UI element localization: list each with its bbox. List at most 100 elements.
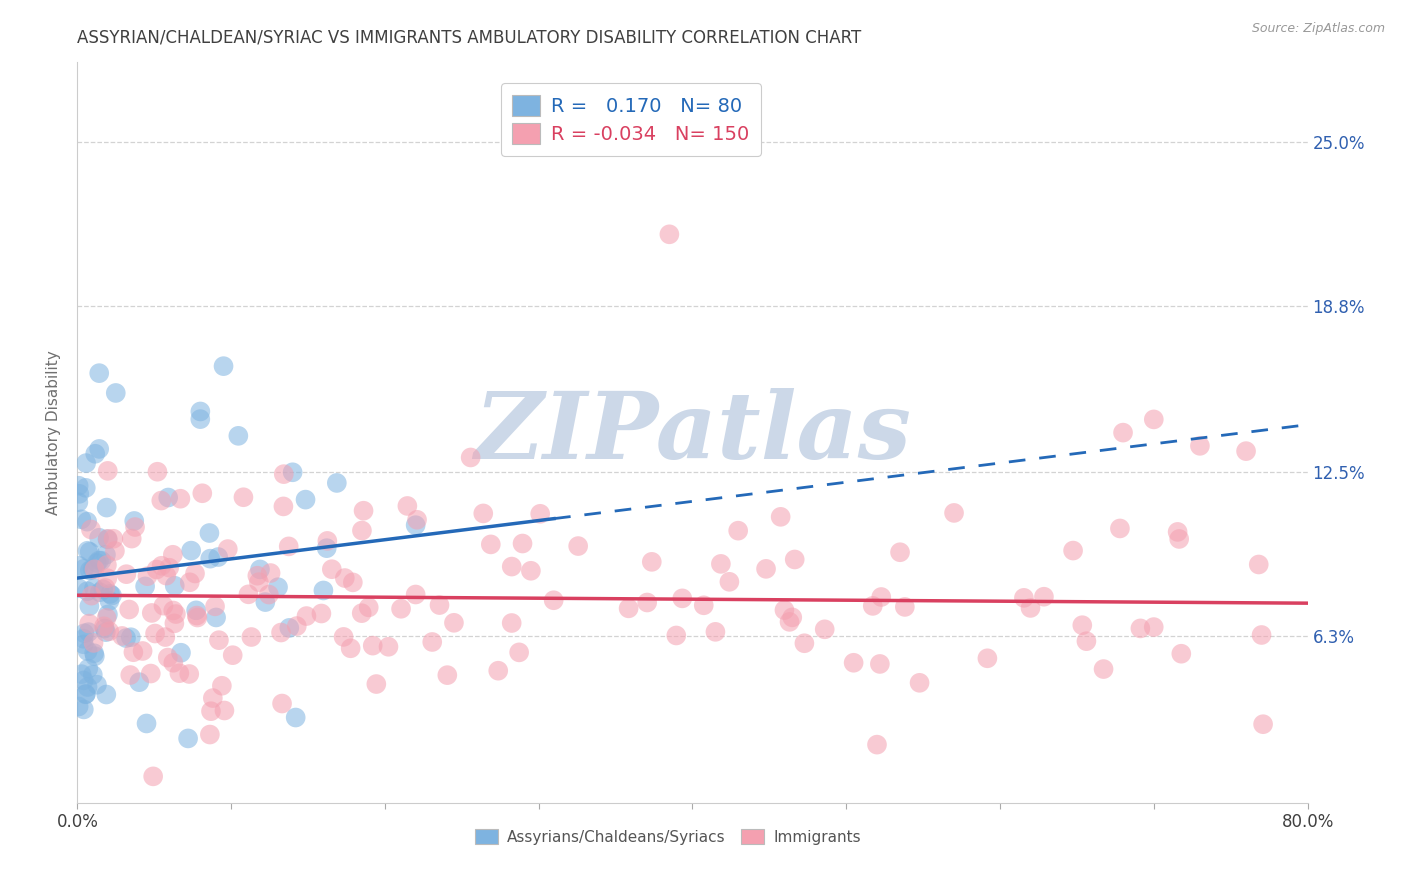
Point	[567, 539, 589, 553]
Point	[1188, 439, 1211, 453]
Point	[350, 524, 373, 538]
Point	[96, 688, 118, 702]
Point	[188, 412, 211, 426]
Point	[67, 495, 90, 509]
Point	[89, 442, 111, 456]
Point	[67, 699, 90, 714]
Point	[214, 704, 236, 718]
Point	[1247, 558, 1270, 572]
Point	[240, 630, 263, 644]
Point	[191, 486, 214, 500]
Point	[247, 575, 270, 590]
Point	[472, 507, 495, 521]
Point	[96, 500, 118, 515]
Point	[155, 630, 177, 644]
Point	[1062, 543, 1084, 558]
Point	[718, 574, 741, 589]
Point	[641, 555, 664, 569]
Point	[77, 625, 100, 640]
Y-axis label: Ambulatory Disability: Ambulatory Disability	[46, 351, 62, 515]
Point	[79, 599, 101, 613]
Point	[617, 601, 640, 615]
Point	[211, 679, 233, 693]
Point	[94, 548, 117, 562]
Point	[155, 568, 177, 582]
Point	[294, 492, 316, 507]
Point	[97, 464, 120, 478]
Point	[89, 585, 111, 599]
Point	[870, 590, 893, 604]
Point	[75, 687, 97, 701]
Point	[152, 599, 174, 613]
Point	[103, 532, 125, 546]
Point	[97, 532, 120, 546]
Point	[76, 680, 98, 694]
Point	[1168, 532, 1191, 546]
Point	[86, 556, 108, 570]
Point	[83, 562, 105, 576]
Point	[1032, 590, 1054, 604]
Point	[136, 569, 159, 583]
Point	[89, 366, 111, 380]
Point	[75, 456, 97, 470]
Point	[315, 541, 337, 556]
Point	[405, 587, 427, 601]
Point	[83, 636, 105, 650]
Point	[366, 677, 388, 691]
Point	[96, 611, 118, 625]
Point	[145, 562, 167, 576]
Point	[124, 520, 146, 534]
Point	[186, 610, 208, 624]
Point	[122, 514, 145, 528]
Point	[479, 537, 502, 551]
Point	[169, 491, 191, 506]
Point	[773, 603, 796, 617]
Point	[207, 549, 229, 564]
Point	[212, 359, 235, 373]
Point	[90, 554, 112, 568]
Point	[146, 465, 169, 479]
Point	[70, 512, 93, 526]
Point	[76, 515, 98, 529]
Point	[254, 595, 277, 609]
Point	[273, 500, 295, 514]
Point	[150, 493, 173, 508]
Point	[73, 562, 96, 576]
Point	[205, 610, 228, 624]
Point	[80, 523, 103, 537]
Point	[98, 587, 121, 601]
Point	[316, 533, 339, 548]
Point	[72, 632, 94, 646]
Point	[67, 558, 90, 573]
Point	[157, 560, 180, 574]
Point	[118, 602, 141, 616]
Point	[1109, 521, 1132, 535]
Point	[73, 637, 96, 651]
Point	[793, 636, 815, 650]
Point	[869, 657, 891, 671]
Point	[77, 616, 100, 631]
Point	[429, 598, 451, 612]
Point	[271, 697, 294, 711]
Point	[512, 536, 534, 550]
Point	[889, 545, 911, 559]
Point	[162, 548, 184, 562]
Point	[249, 562, 271, 576]
Point	[94, 625, 117, 640]
Point	[311, 607, 333, 621]
Point	[246, 568, 269, 582]
Point	[420, 635, 443, 649]
Point	[184, 566, 207, 581]
Point	[326, 475, 349, 490]
Point	[204, 599, 226, 614]
Point	[1129, 621, 1152, 635]
Point	[543, 593, 565, 607]
Point	[396, 499, 419, 513]
Point	[87, 553, 110, 567]
Point	[200, 704, 222, 718]
Point	[139, 666, 162, 681]
Point	[665, 628, 688, 642]
Point	[83, 646, 105, 660]
Point	[943, 506, 966, 520]
Point	[710, 557, 733, 571]
